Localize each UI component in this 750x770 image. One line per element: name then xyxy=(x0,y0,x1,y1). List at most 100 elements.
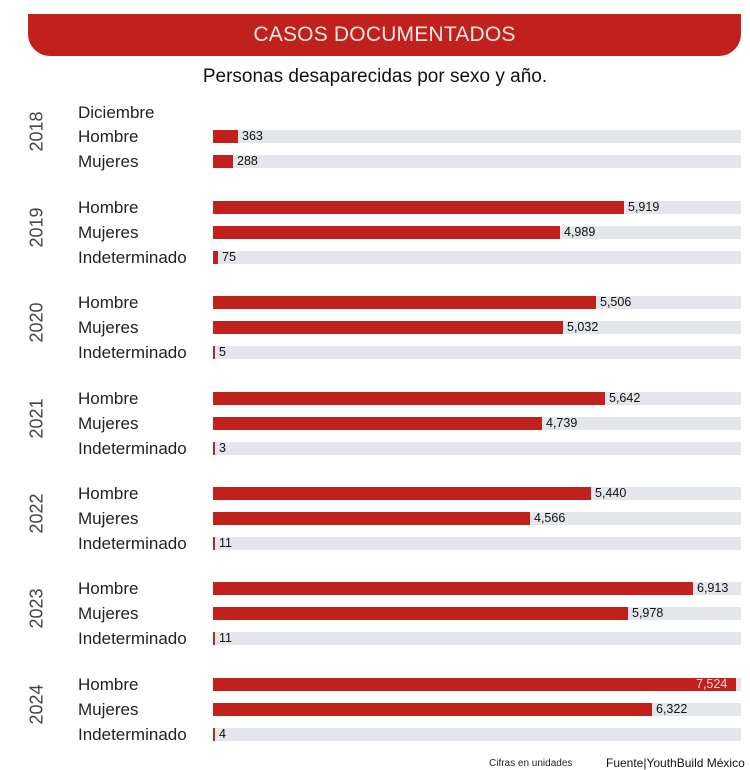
bar-track: 4,739 xyxy=(213,416,741,430)
bar-track: 4,566 xyxy=(213,511,741,525)
value-label: 4 xyxy=(219,727,226,741)
bar-track: 6,913 xyxy=(213,581,741,595)
value-label: 363 xyxy=(242,129,263,143)
value-label: 6,913 xyxy=(697,581,729,595)
category-label: Mujeres xyxy=(78,604,139,623)
bar-row-hombre: Hombre 5,642 xyxy=(0,386,750,411)
bar-track: 6,322 xyxy=(213,702,741,716)
value-label: 3 xyxy=(219,441,226,455)
source-credit: Fuente|YouthBuild México xyxy=(606,756,745,770)
bar-fill xyxy=(213,296,596,309)
value-label: 5,440 xyxy=(595,486,627,500)
value-label: 4,739 xyxy=(546,416,578,430)
bar-fill xyxy=(213,226,560,239)
category-label: Hombre xyxy=(78,579,139,598)
bar-row-indeterminado: Indeterminado 5 xyxy=(0,340,750,365)
value-label: 5 xyxy=(219,345,226,359)
bar-track: 363 xyxy=(213,129,741,143)
bar-track: 4 xyxy=(213,727,741,741)
bar-track: 5,978 xyxy=(213,606,741,620)
category-label: Mujeres xyxy=(78,152,139,171)
bar-row-mujeres: Mujeres 4,566 xyxy=(0,506,750,531)
category-label: Indeterminado xyxy=(78,439,187,458)
value-label: 7,524 xyxy=(696,677,728,691)
bar-row-mujeres: Mujeres 5,978 xyxy=(0,601,750,626)
category-label: Mujeres xyxy=(78,318,139,337)
value-label: 5,919 xyxy=(628,200,660,214)
bar-track: 11 xyxy=(213,536,741,550)
value-label: 5,978 xyxy=(632,606,664,620)
banner-title: CASOS DOCUMENTADOS xyxy=(253,23,516,46)
period-note-label: Diciembre xyxy=(78,103,155,122)
value-label: 4,989 xyxy=(564,225,596,239)
value-label: 11 xyxy=(219,536,232,550)
bar-fill xyxy=(213,703,652,716)
bar-fill xyxy=(213,201,624,214)
period-note: Diciembre xyxy=(0,100,750,125)
category-label: Mujeres xyxy=(78,700,139,719)
bar-row-mujeres: Mujeres 4,739 xyxy=(0,411,750,436)
bar-row-mujeres: Mujeres 288 xyxy=(0,149,750,174)
value-label: 6,322 xyxy=(656,702,688,716)
category-label: Indeterminado xyxy=(78,248,187,267)
bar-row-indeterminado: Indeterminado 75 xyxy=(0,245,750,270)
bar-fill xyxy=(213,582,693,595)
bar-fill xyxy=(213,442,215,455)
bar-track: 288 xyxy=(213,154,741,168)
category-label: Mujeres xyxy=(78,414,139,433)
bar-track: 5,440 xyxy=(213,486,741,500)
bar-track: 5,032 xyxy=(213,320,741,334)
category-label: Indeterminado xyxy=(78,629,187,648)
header-banner: CASOS DOCUMENTADOS xyxy=(28,14,741,56)
unit-note: Cifras en unidades xyxy=(489,758,573,769)
bar-track: 11 xyxy=(213,631,741,645)
bar-fill xyxy=(213,155,233,168)
bar-fill xyxy=(213,512,530,525)
value-label: 5,642 xyxy=(609,391,641,405)
category-label: Hombre xyxy=(78,484,139,503)
bar-fill xyxy=(213,251,218,264)
bar-fill xyxy=(213,321,563,334)
bar-fill xyxy=(213,346,215,359)
category-label: Indeterminado xyxy=(78,725,187,744)
category-label: Indeterminado xyxy=(78,534,187,553)
bar-row-mujeres: Mujeres 6,322 xyxy=(0,697,750,722)
bar-track: 5 xyxy=(213,345,741,359)
value-label: 288 xyxy=(237,154,258,168)
bar-row-hombre: Hombre 5,440 xyxy=(0,481,750,506)
category-label: Hombre xyxy=(78,127,139,146)
value-label: 5,506 xyxy=(600,295,632,309)
category-label: Hombre xyxy=(78,389,139,408)
value-label: 11 xyxy=(219,631,232,645)
bar-row-hombre: Hombre 363 xyxy=(0,124,750,149)
bar-fill xyxy=(213,537,215,550)
category-label: Hombre xyxy=(78,293,139,312)
bar-row-hombre: Hombre 7,524 xyxy=(0,672,750,697)
category-label: Mujeres xyxy=(78,223,139,242)
bar-track: 7,524 xyxy=(213,677,741,691)
chart-subtitle: Personas desaparecidas por sexo y año. xyxy=(202,66,548,87)
bar-fill xyxy=(213,392,605,405)
category-label: Mujeres xyxy=(78,509,139,528)
value-label: 75 xyxy=(222,250,236,264)
category-label: Hombre xyxy=(78,198,139,217)
bar-fill xyxy=(213,632,215,645)
bar-track: 4,989 xyxy=(213,225,741,239)
bar-row-indeterminado: Indeterminado 3 xyxy=(0,436,750,461)
bar-row-hombre: Hombre 5,919 xyxy=(0,195,750,220)
bar-track: 3 xyxy=(213,441,741,455)
bar-track: 5,506 xyxy=(213,295,741,309)
bar-row-hombre: Hombre 5,506 xyxy=(0,290,750,315)
bar-track: 75 xyxy=(213,250,741,264)
category-label: Hombre xyxy=(78,675,139,694)
bar-row-mujeres: Mujeres 4,989 xyxy=(0,220,750,245)
category-label: Indeterminado xyxy=(78,343,187,362)
bar-fill xyxy=(213,417,542,430)
bar-fill xyxy=(213,607,628,620)
bar-track: 5,919 xyxy=(213,200,741,214)
value-label: 4,566 xyxy=(534,511,566,525)
bar-track: 5,642 xyxy=(213,391,741,405)
bar-row-indeterminado: Indeterminado 11 xyxy=(0,531,750,556)
value-label: 5,032 xyxy=(567,320,599,334)
bar-row-indeterminado: Indeterminado 11 xyxy=(0,626,750,651)
